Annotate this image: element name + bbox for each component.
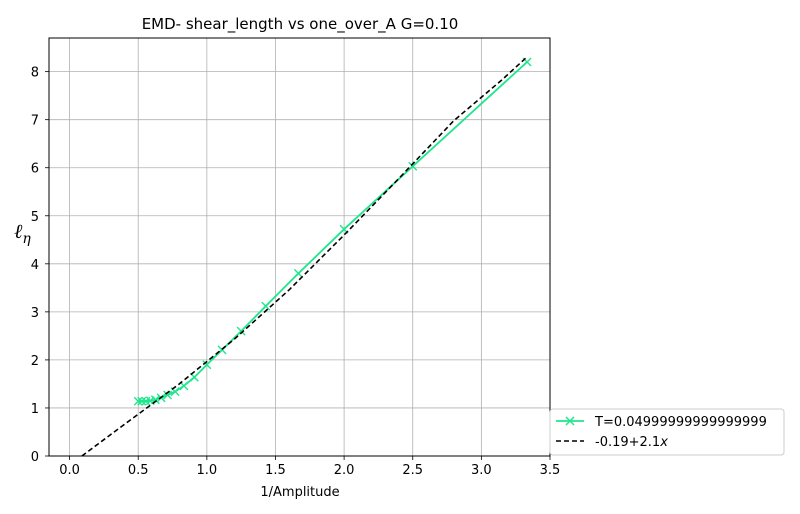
y-tick-label: 7	[31, 114, 39, 129]
y-tick-label: 4	[31, 258, 39, 273]
data-point	[133, 396, 143, 406]
legend-label-series-2-main: -0.19+2.1	[595, 435, 660, 450]
legend: T=0.04999999999999999 -0.19+2.1x	[549, 408, 785, 456]
x-axis: 0.0 0.5 1.0 1.5 2.0 2.5 3.0 3.5	[59, 456, 560, 478]
data-point	[163, 390, 173, 400]
y-tick-label: 2	[31, 354, 39, 369]
x-tick-label: 1.0	[197, 463, 218, 478]
x-tick-label: 0.5	[128, 463, 149, 478]
series-layer	[81, 56, 532, 457]
y-axis-label-main: ℓ	[14, 219, 23, 243]
y-axis: 0 1 2 3 4 5 6 7 8	[31, 66, 49, 465]
y-tick-label: 0	[31, 450, 39, 465]
y-tick-label: 8	[31, 66, 39, 81]
series-line-2	[81, 56, 528, 457]
x-tick-label: 2.0	[334, 463, 355, 478]
legend-label-series-2: -0.19+2.1x	[595, 435, 668, 450]
y-tick-label: 5	[31, 210, 39, 225]
plot-frame	[48, 37, 551, 457]
data-point	[408, 161, 418, 171]
data-point	[150, 395, 160, 405]
x-tick-label: 3.5	[540, 463, 561, 478]
legend-marker-series-1	[565, 416, 575, 426]
x-tick-label: 2.5	[402, 463, 423, 478]
y-axis-label: ℓη	[14, 219, 31, 247]
legend-label-series-2-var: x	[659, 435, 668, 450]
legend-frame	[549, 408, 785, 456]
x-tick-label: 1.5	[265, 463, 286, 478]
grid	[49, 38, 551, 457]
series-line-1	[138, 61, 528, 403]
data-point	[293, 268, 303, 278]
y-tick-label: 1	[31, 402, 39, 417]
chart-title: EMD- shear_length vs one_over_A G=0.10	[142, 15, 459, 34]
y-tick-label: 6	[31, 162, 39, 177]
x-axis-label: 1/Amplitude	[260, 485, 339, 500]
legend-label-series-1: T=0.04999999999999999	[594, 415, 767, 430]
y-tick-label: 3	[31, 306, 39, 321]
data-point	[202, 360, 212, 370]
data-point	[236, 326, 246, 336]
x-tick-label: 3.0	[471, 463, 492, 478]
x-tick-label: 0.0	[59, 463, 80, 478]
y-axis-label-subscript: η	[22, 231, 31, 247]
data-point	[261, 301, 271, 311]
data-point	[137, 396, 147, 406]
